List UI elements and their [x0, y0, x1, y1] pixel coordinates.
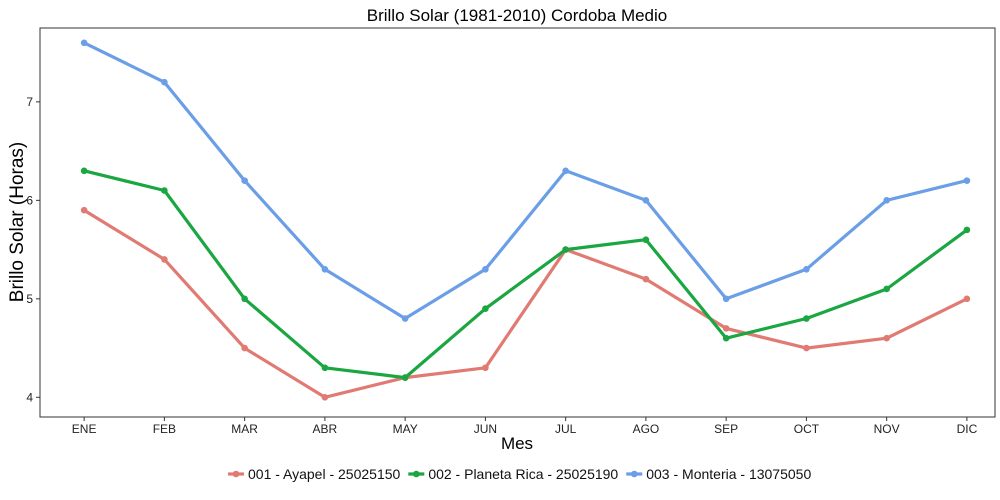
- series-3-point: [963, 177, 971, 184]
- y-axis: 4 5 6 7: [26, 95, 40, 404]
- series-1-point: [321, 394, 329, 401]
- y-tick-label: 4: [26, 390, 33, 404]
- series-1-point: [883, 334, 890, 342]
- x-axis-title: Mes: [501, 434, 533, 453]
- series-line-1: [82, 208, 969, 399]
- series-2-point: [482, 305, 489, 312]
- y-tick-label: 7: [26, 95, 33, 109]
- series-2-point: [321, 364, 329, 372]
- x-tick-label: FEB: [153, 422, 176, 436]
- series-line-2: [82, 169, 969, 380]
- series-3-point: [161, 78, 168, 86]
- series-3-point: [722, 295, 730, 303]
- x-tick-label: SEP: [714, 422, 738, 436]
- legend-key-point: [630, 470, 638, 478]
- series-2-point: [883, 285, 890, 293]
- series-3-point: [80, 39, 88, 47]
- series-2-point: [241, 295, 248, 303]
- series-3-point: [241, 177, 248, 184]
- series-3-point: [562, 167, 569, 175]
- series-line-3: [82, 41, 969, 321]
- x-tick-label: NOV: [874, 422, 900, 436]
- x-axis: ENE FEB MAR ABR MAY JUN JUL AGO SEP OCT NOV DIC: [72, 417, 978, 436]
- legend-item-2: 002 - Planeta Rica - 25025190: [408, 466, 618, 482]
- x-tick-label: ENE: [72, 422, 97, 436]
- series-1-point: [161, 256, 168, 263]
- series-1-point: [482, 364, 489, 372]
- y-tick-label: 6: [26, 193, 33, 207]
- legend-label: 001 - Ayapel - 25025150: [248, 466, 401, 482]
- y-axis-title: Brillo Solar (Horas): [7, 142, 28, 302]
- series-1-point: [642, 275, 650, 283]
- series-3-point: [321, 265, 329, 273]
- x-tick-label: JUL: [555, 422, 577, 436]
- series-3-point: [642, 197, 650, 204]
- series-3-point: [401, 315, 409, 322]
- series-3-point: [883, 197, 890, 204]
- series-2-point: [722, 334, 730, 342]
- plot-panel: [39, 27, 996, 418]
- legend-item-1: 001 - Ayapel - 25025150: [228, 466, 401, 482]
- series-2-point: [562, 246, 569, 253]
- x-tick-label: MAY: [393, 422, 418, 436]
- series-2-point: [803, 315, 810, 322]
- legend-label: 002 - Planeta Rica - 25025190: [428, 466, 618, 482]
- y-tick-label: 5: [26, 292, 33, 306]
- x-tick-label: DIC: [957, 422, 978, 436]
- series-3-point: [803, 265, 810, 273]
- x-tick-label: MAR: [231, 422, 258, 436]
- series-3-point: [482, 265, 489, 273]
- series-2-point: [161, 187, 168, 194]
- legend-label: 003 - Monteria - 13075050: [646, 466, 811, 482]
- series-1-point: [803, 344, 810, 352]
- series-2-point: [401, 374, 409, 381]
- series-1-point: [722, 325, 730, 332]
- series-layer: [80, 39, 971, 401]
- legend: 001 - Ayapel - 25025150 002 - Planeta Ric…: [228, 466, 811, 482]
- x-tick-label: OCT: [794, 422, 820, 436]
- chart-title: Brillo Solar (1981-2010) Cordoba Medio: [367, 6, 668, 25]
- series-2-point: [80, 167, 88, 175]
- series-1-point: [241, 344, 248, 352]
- x-tick-label: AGO: [633, 422, 660, 436]
- series-2-point: [642, 236, 650, 244]
- series-1-point: [80, 206, 88, 214]
- series-2-point: [963, 226, 971, 234]
- x-tick-label: ABR: [313, 422, 338, 436]
- legend-key-point: [413, 470, 420, 478]
- legend-item-3: 003 - Monteria - 13075050: [626, 466, 811, 482]
- x-tick-label: JUN: [474, 422, 497, 436]
- series-1-point: [963, 295, 971, 303]
- legend-key-point: [232, 470, 240, 478]
